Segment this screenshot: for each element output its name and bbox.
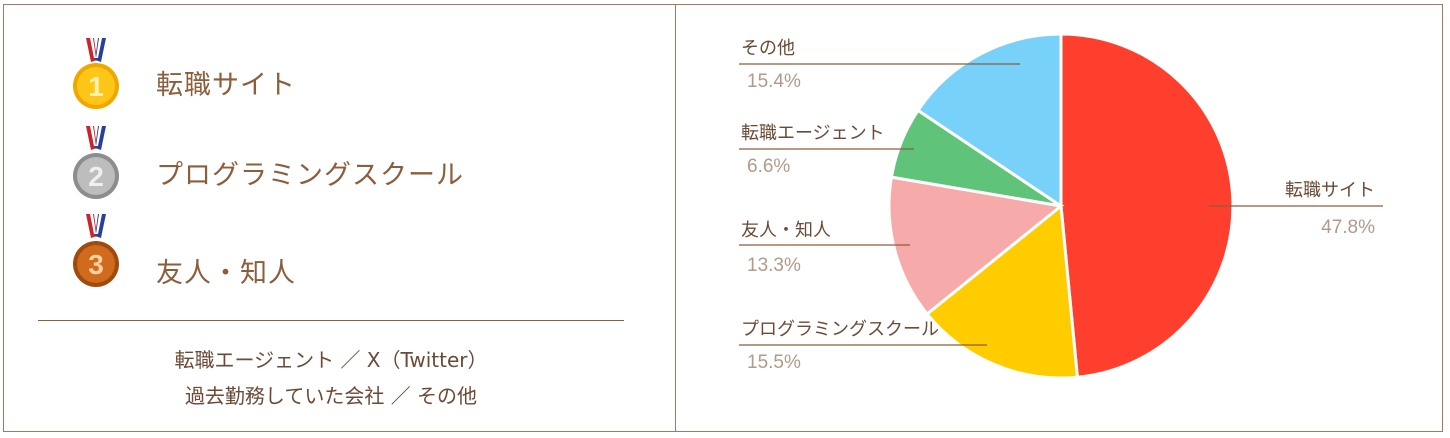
section-divider (38, 320, 624, 321)
slice-label: 転職サイト (1285, 180, 1375, 201)
pie-slice (925, 203, 1080, 380)
rank-item-3: 3 友人・知人 (66, 214, 626, 294)
gold-medal-icon: 1 (73, 38, 119, 109)
pie-slice (887, 175, 1065, 317)
slice-percent-label: 47.8% (1321, 217, 1375, 238)
slice-percent-label: 13.3% (747, 255, 801, 276)
bronze-medal-icon: 3 (73, 214, 119, 287)
svg-text:3: 3 (88, 249, 104, 280)
svg-text:1: 1 (88, 71, 104, 102)
slice-label: 友人・知人 (741, 220, 831, 241)
slice-label: 転職エージェント (741, 123, 885, 144)
slice-label: その他 (741, 38, 795, 59)
rank-item-1: 1 転職サイト (66, 38, 626, 118)
panel-divider (675, 4, 676, 432)
slice-percent-label: 15.4% (747, 71, 801, 92)
other-sources-line-1: 転職エージェント ／ X（Twitter） (174, 348, 488, 372)
other-sources-line-2: 過去勤務していた会社 ／ その他 (184, 384, 478, 408)
pie-callouts: 転職サイト 47.8% プログラミングスクール 15.5% 友人・知人 13.3% 転職エー… (739, 38, 1383, 373)
rank-item-2: 2 プログラミングスクール (66, 126, 626, 206)
slice-percent-label: 15.5% (747, 352, 801, 373)
pie-slice (1059, 32, 1235, 379)
svg-text:2: 2 (88, 161, 104, 192)
slice-percent-label: 6.6% (747, 156, 790, 177)
slice-label: プログラミングスクール (741, 319, 939, 340)
rank-label: 友人・知人 (156, 258, 296, 289)
silver-medal-icon: 2 (73, 126, 119, 199)
pie-slices (887, 32, 1235, 380)
pie-chart: 転職サイト 47.8% プログラミングスクール 15.5% 友人・知人 13.3% 転職エー… (739, 32, 1383, 380)
pie-slice (915, 32, 1063, 209)
rank-label: プログラミングスクール (156, 160, 464, 191)
rank-label: 転職サイト (156, 70, 296, 101)
